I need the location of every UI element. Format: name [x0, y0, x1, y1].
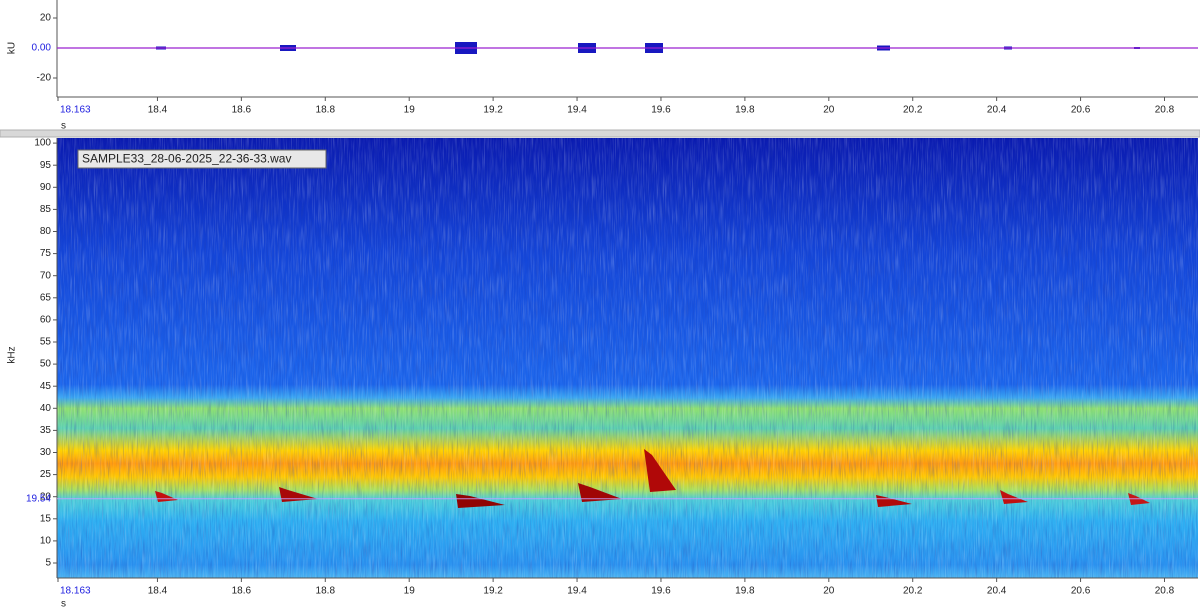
y-tick-label: 20: [40, 13, 52, 24]
x-tick-label: 20.6: [1071, 105, 1091, 116]
y-tick-label: 85: [40, 204, 52, 215]
x-tick-label: 20.6: [1071, 586, 1091, 597]
y-tick-label: 20: [40, 491, 52, 502]
y-tick-label: 40: [40, 403, 52, 414]
y-tick-label: 60: [40, 315, 52, 326]
call: [1000, 490, 1028, 504]
y-tick-label: 70: [40, 270, 52, 281]
x-tick-label: 18.6: [232, 586, 252, 597]
y-tick-label: 35: [40, 425, 52, 436]
x-tick-label: 18.163: [60, 586, 91, 597]
call: [578, 483, 622, 502]
x-tick-label: 19.6: [651, 586, 671, 597]
cursor-label: 19.54: [26, 493, 51, 504]
y-tick-label: 10: [40, 536, 52, 547]
y-tick-label: 55: [40, 337, 52, 348]
x-tick-label: 20.4: [987, 105, 1007, 116]
y-tick-label: 100: [34, 138, 51, 149]
x-tick-label: 19: [404, 586, 416, 597]
x-tick-label: 19.4: [567, 586, 587, 597]
panel-splitter[interactable]: [0, 129, 1200, 138]
x-tick-label: 20: [823, 586, 835, 597]
y-axis-label: kHz: [7, 346, 18, 363]
y-tick-label: 15: [40, 513, 52, 524]
x-tick-label: 19: [404, 105, 416, 116]
x-tick-label: 19.8: [735, 105, 755, 116]
x-tick-label: 19.2: [483, 586, 503, 597]
x-axis-label: s: [61, 121, 66, 132]
y-tick-label: 5: [45, 558, 51, 569]
x-tick-label: 18.4: [148, 586, 168, 597]
x-tick-label: 20.8: [1155, 105, 1175, 116]
bat-calls: [155, 449, 1150, 508]
file-label-box: [77, 149, 327, 169]
x-tick-label: 18.8: [316, 105, 336, 116]
x-tick-label: 19.4: [567, 105, 587, 116]
y-tick-label: 75: [40, 248, 52, 259]
call: [876, 495, 912, 507]
x-tick-label: 20.2: [903, 586, 923, 597]
y-tick-label: 90: [40, 182, 52, 193]
x-tick-label: 18.163: [60, 105, 91, 116]
y-axis-label: kU: [7, 42, 18, 54]
x-tick-label: 20.4: [987, 586, 1007, 597]
x-tick-label: 20: [823, 105, 835, 116]
x-tick-label: 19.6: [651, 105, 671, 116]
y-tick-label: 80: [40, 226, 52, 237]
y-tick-label: -20: [37, 73, 52, 84]
x-tick-label: 18.4: [148, 105, 168, 116]
y-tick-label: 50: [40, 359, 52, 370]
x-tick-label: 18.6: [232, 105, 252, 116]
x-tick-label: 18.8: [316, 586, 336, 597]
y-tick-label: 25: [40, 469, 52, 480]
y-tick-label: 95: [40, 160, 52, 171]
x-axis-label: s: [61, 599, 66, 610]
x-tick-label: 20.2: [903, 105, 923, 116]
x-tick-label: 19.2: [483, 105, 503, 116]
spectrogram-noise: [57, 138, 1198, 578]
call: [155, 491, 178, 502]
y-tick-label: 65: [40, 292, 52, 303]
y-tick-label: 30: [40, 447, 52, 458]
call: [644, 449, 676, 492]
x-tick-label: 19.8: [735, 586, 755, 597]
call: [456, 494, 505, 508]
x-tick-label: 20.8: [1155, 586, 1175, 597]
cursor-label: 0.00: [32, 43, 52, 54]
file-label: SAMPLE33_28-06-2025_22-36-33.wav: [82, 152, 291, 166]
y-tick-label: 45: [40, 381, 52, 392]
